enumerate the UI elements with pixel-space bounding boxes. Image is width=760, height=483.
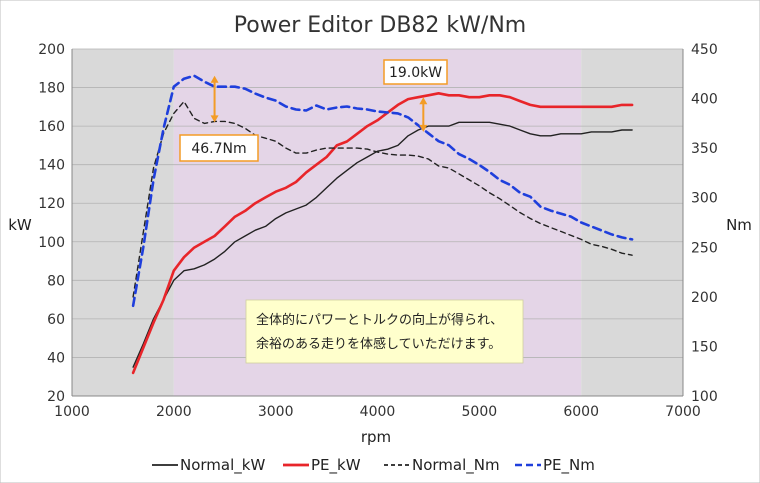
- x-axis-label: rpm: [361, 428, 391, 446]
- x-tick-label: 7000: [665, 404, 701, 420]
- x-tick-labels: 1000 2000 3000 4000 5000 6000 7000: [54, 404, 701, 420]
- region-0: [72, 49, 174, 396]
- note-line-1: 全体的にパワーとトルクの向上が得られ、: [256, 312, 503, 328]
- series-line-pe-kw: [131, 92, 634, 375]
- x-tick-label: 2000: [156, 404, 192, 420]
- series-line-normal-kw: [132, 121, 633, 368]
- y-left-tick-label: 60: [47, 312, 65, 328]
- annotation-label-0: 19.0kW: [389, 65, 442, 81]
- legend: Normal_kW PE_kW Normal_Nm PE_Nm: [152, 456, 595, 475]
- series-line-pe-nm: [131, 74, 634, 308]
- x-tick-label: 5000: [462, 404, 498, 420]
- annotation-box-1: [179, 134, 259, 162]
- y-right-axis-label: Nm: [726, 216, 752, 234]
- note-line-2: 余裕のある走りを体感していただけます。: [256, 336, 501, 352]
- y-right-tick-label: 400: [691, 92, 718, 108]
- y-left-tick-labels: 20 40 60 80 100 120 140 160 180 200: [38, 42, 65, 405]
- y-left-axis-label: kW: [8, 216, 32, 234]
- x-tick-label: 1000: [54, 404, 90, 420]
- series-line-normal-nm: [132, 100, 633, 298]
- legend-label-pe-kw: PE_kW: [311, 456, 361, 475]
- y-left-tick-label: 20: [47, 389, 65, 405]
- annotation-arrowhead-top-0: [419, 97, 428, 105]
- y-right-tick-label: 100: [691, 389, 718, 405]
- y-left-tick-label: 120: [38, 196, 65, 212]
- x-tick-label: 3000: [258, 404, 294, 420]
- y-right-tick-label: 150: [691, 339, 718, 355]
- x-tick-label: 4000: [360, 404, 396, 420]
- y-right-tick-label: 200: [691, 290, 718, 306]
- y-right-tick-label: 250: [691, 240, 718, 256]
- y-right-tick-label: 450: [691, 42, 718, 58]
- y-left-tick-label: 140: [38, 158, 65, 174]
- y-left-tick-label: 80: [47, 273, 65, 289]
- y-left-tick-label: 180: [38, 81, 65, 97]
- annotation-arrowhead-top-1: [210, 75, 219, 83]
- y-left-tick-label: 160: [38, 119, 65, 135]
- chart-title: Power Editor DB82 kW/Nm: [234, 13, 526, 38]
- x-tick-label: 6000: [563, 404, 599, 420]
- legend-label-pe-nm: PE_Nm: [543, 456, 595, 475]
- y-right-tick-label: 350: [691, 141, 718, 157]
- series-layer: [131, 74, 634, 375]
- note-box: 全体的にパワーとトルクの向上が得られ、 余裕のある走りを体感していただけます。: [245, 299, 524, 364]
- annotations: 19.0kW 46.7Nm: [179, 59, 448, 162]
- region-2: [581, 49, 683, 396]
- y-right-tick-labels: 100 150 200 250 300 350 400 450: [691, 42, 718, 405]
- legend-label-normal-kw: Normal_kW: [180, 456, 265, 475]
- y-right-tick-label: 300: [691, 191, 718, 207]
- axes: [71, 49, 684, 397]
- legend-label-normal-nm: Normal_Nm: [412, 456, 500, 475]
- y-left-tick-label: 40: [47, 350, 65, 366]
- annotation-label-1: 46.7Nm: [191, 141, 246, 157]
- annotation-arrowhead-bottom-0: [419, 124, 428, 132]
- y-left-tick-label: 100: [38, 235, 65, 251]
- y-left-tick-label: 200: [38, 42, 65, 58]
- annotation-arrowhead-bottom-1: [210, 115, 219, 123]
- annotation-box-0: [383, 59, 448, 85]
